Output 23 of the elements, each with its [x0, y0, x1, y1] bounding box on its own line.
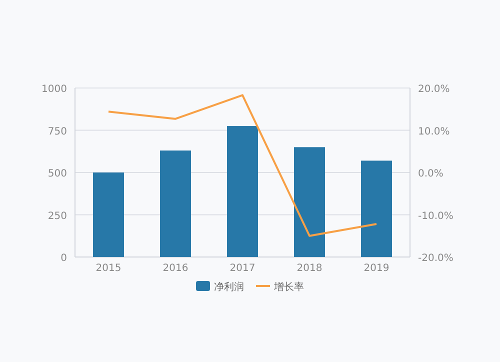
- y-tick-label: 750: [48, 126, 67, 138]
- bar: [294, 147, 325, 257]
- x-tick-label: 2019: [364, 263, 390, 274]
- x-tick-label: 2018: [296, 263, 322, 274]
- bar: [93, 172, 124, 257]
- y2-tick-label: 20.0%: [418, 84, 450, 95]
- y2-tick-label: 0.0%: [418, 168, 444, 180]
- legend-label: 增长率: [273, 281, 304, 293]
- y2-tick-label: -20.0%: [418, 253, 454, 264]
- bar: [361, 160, 392, 257]
- x-tick-label: 2015: [96, 263, 122, 274]
- line-series: [108, 94, 378, 237]
- y2-tick-label: -10.0%: [418, 210, 454, 222]
- bar: [227, 126, 258, 257]
- x-tick-label: 2017: [230, 263, 256, 274]
- bar: [160, 150, 191, 257]
- x-tick-label: 2016: [162, 263, 188, 274]
- y-tick-label: 500: [48, 168, 67, 180]
- y2-tick-label: 10.0%: [418, 126, 450, 138]
- legend-label: 净利润: [214, 281, 244, 293]
- y-tick-label: 1000: [42, 84, 67, 95]
- y-tick-label: 250: [48, 210, 67, 222]
- y-tick-label: 0: [60, 253, 67, 264]
